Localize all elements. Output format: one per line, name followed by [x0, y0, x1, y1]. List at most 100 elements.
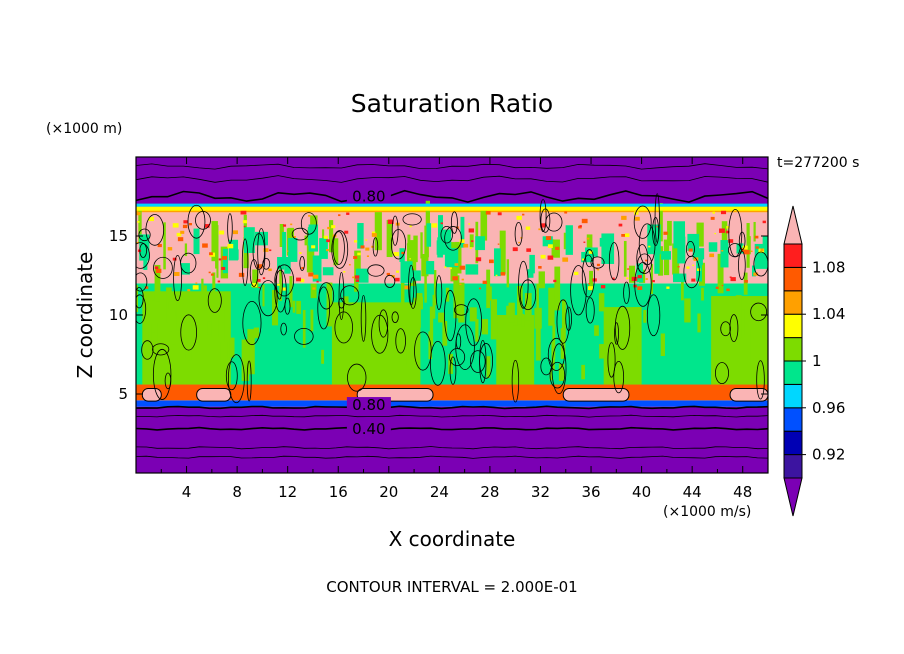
- contour-loop: [636, 244, 649, 274]
- contour-loop: [683, 255, 700, 289]
- contour-loop: [590, 256, 605, 269]
- speckle: [269, 249, 272, 252]
- speckle: [645, 259, 648, 262]
- speckle: [538, 266, 542, 269]
- contour-label: 0.40: [352, 420, 385, 438]
- green-intrusion: [677, 236, 686, 264]
- colorbar-label: 1.04: [812, 305, 845, 323]
- speckle: [386, 272, 391, 276]
- colorbar-label: 1: [812, 352, 822, 370]
- green-intrusion: [762, 236, 768, 267]
- contour-loop: [613, 360, 625, 394]
- speckle: [210, 273, 214, 276]
- speckle: [251, 282, 257, 288]
- contour-loop: [634, 262, 652, 307]
- speckle: [232, 230, 238, 235]
- speckle: [621, 234, 625, 237]
- speckle: [256, 264, 263, 269]
- speckle: [520, 237, 523, 239]
- plume-streak: [754, 367, 761, 381]
- contour-loop: [753, 251, 768, 277]
- speckle: [562, 257, 569, 262]
- contour-0-80-upper: [136, 189, 768, 203]
- speckle: [409, 225, 412, 228]
- plume-streak: [203, 285, 207, 311]
- contour-loop: [565, 306, 572, 331]
- speckle: [316, 280, 319, 283]
- green-intrusion: [542, 236, 553, 247]
- speckle: [522, 213, 525, 216]
- contour-loop: [252, 233, 265, 271]
- x-tick-label: 8: [232, 483, 242, 501]
- plume-streak: [599, 344, 606, 359]
- speckle: [691, 210, 695, 212]
- speckle: [547, 255, 554, 260]
- contour-loop: [455, 324, 475, 370]
- speckle: [281, 287, 287, 291]
- speckle: [555, 246, 560, 250]
- speckle: [525, 226, 531, 230]
- speckle: [256, 279, 261, 282]
- speckle: [459, 283, 462, 286]
- contour-loop: [402, 213, 422, 226]
- green-intrusion: [400, 261, 413, 283]
- green-intrusion: [308, 224, 319, 252]
- x-tick-label: 48: [733, 483, 752, 501]
- speckle: [588, 283, 590, 285]
- contour-0-40: [136, 426, 768, 431]
- green-intrusion: [282, 231, 287, 264]
- contour-upper-2: [136, 163, 768, 170]
- speckle: [526, 248, 532, 252]
- contour-loop: [338, 271, 345, 320]
- speckle: [468, 228, 475, 233]
- speckle: [136, 211, 141, 216]
- contour-loop: [581, 254, 595, 298]
- plume-streak: [650, 264, 653, 295]
- speckle: [762, 220, 766, 224]
- colorbar-over: [783, 205, 803, 245]
- plume-streak: [475, 319, 479, 342]
- plume-streak: [742, 297, 747, 309]
- speckle: [396, 270, 400, 273]
- contour-loop: [429, 340, 446, 386]
- speckle: [357, 252, 361, 256]
- plume-streak: [144, 332, 149, 347]
- plume-streak: [481, 319, 489, 335]
- speckle: [631, 276, 638, 282]
- speckle: [366, 255, 369, 258]
- plume-streak: [354, 250, 361, 282]
- speckle: [755, 246, 759, 249]
- contour-loop: [637, 253, 652, 274]
- speckle: [730, 277, 736, 282]
- speckle: [283, 224, 287, 227]
- contour-loop: [654, 193, 660, 243]
- plume-streak: [136, 285, 139, 313]
- green-intrusion: [661, 251, 672, 260]
- contour-loop: [539, 199, 547, 232]
- speckle: [500, 272, 506, 276]
- x-tick-label: 40: [632, 483, 651, 501]
- green-intrusion: [527, 269, 534, 278]
- speckle: [209, 252, 213, 256]
- y-axis-title: Z coordinate: [73, 252, 97, 379]
- plume-streak: [554, 266, 561, 311]
- speckle: [444, 266, 447, 269]
- plume-streak: [171, 316, 177, 345]
- speckle: [627, 268, 630, 270]
- plume-streak: [594, 325, 599, 336]
- speckle: [144, 286, 149, 289]
- speckle: [355, 279, 360, 282]
- contour-0-80-lower: [136, 405, 768, 410]
- plume-streak: [302, 310, 306, 348]
- plume-streak: [623, 240, 627, 277]
- green-intrusion: [357, 223, 364, 249]
- green-intrusion: [143, 245, 148, 270]
- speckle: [677, 266, 680, 268]
- speckle: [409, 258, 411, 260]
- speckle: [624, 233, 630, 237]
- contour-loop: [384, 274, 396, 288]
- contour-loop: [225, 361, 238, 391]
- contour-loop: [173, 254, 183, 302]
- contour-loop: [738, 231, 746, 251]
- speckle: [692, 264, 695, 266]
